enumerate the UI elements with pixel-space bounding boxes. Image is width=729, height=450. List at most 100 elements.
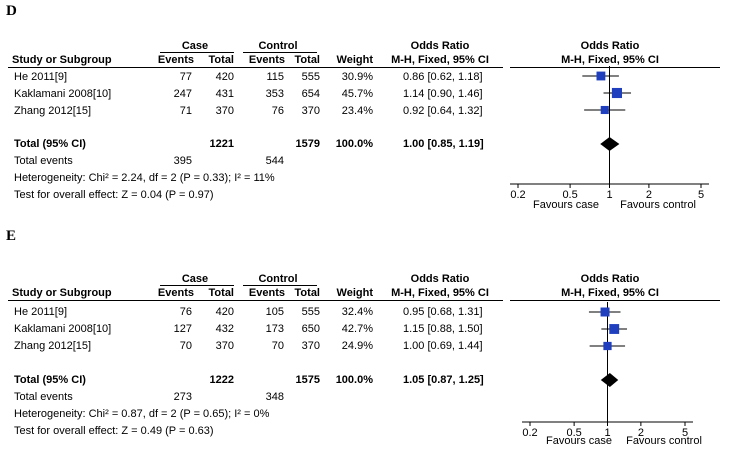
case-events-cell: 127 (173, 323, 192, 335)
x-tick-label: 0.2 (510, 189, 525, 201)
case-total-cell: 431 (215, 88, 234, 100)
total-case-total: 1222 (209, 374, 234, 386)
forest-plot-svg: 0.2 0.5 1 2 5 (522, 302, 693, 439)
total-weight: 100.0% (335, 374, 373, 386)
case-group-header: Case (181, 40, 209, 52)
control-events-cell: 105 (265, 306, 284, 318)
control-total-cell: 650 (301, 323, 320, 335)
x-tick-label: 5 (682, 427, 688, 439)
study-point (596, 71, 606, 81)
total-label: Total (95% CI) (14, 374, 86, 386)
case-total-cell: 420 (215, 306, 234, 318)
plot-group-header: Odds Ratio (580, 40, 640, 52)
plot-group-header: Odds Ratio (580, 273, 640, 285)
pooled-diamond (600, 373, 619, 387)
header-rule (8, 300, 503, 301)
control-total-header: Total (294, 54, 320, 66)
control-events-cell: 115 (266, 71, 284, 83)
case-events-cell: 77 (179, 71, 192, 83)
panel-letter: D (6, 3, 17, 19)
or-ci-cell: 0.92 [0.64, 1.32] (403, 105, 483, 117)
weight-header: Weight (336, 287, 373, 299)
weight-cell: 24.9% (341, 340, 373, 352)
control-total-cell: 555 (301, 306, 320, 318)
total-events-case: 273 (173, 391, 192, 403)
or-ci-cell: 1.14 [0.90, 1.46] (403, 88, 483, 100)
study-point (600, 105, 609, 115)
case-events-cell: 70 (179, 340, 192, 352)
study-point (611, 87, 622, 99)
heterogeneity-text: Heterogeneity: Chi² = 0.87, df = 2 (P = … (14, 408, 270, 420)
case-group-header: Case (181, 273, 209, 285)
case-total-cell: 420 (215, 71, 234, 83)
control-group-header: Control (258, 40, 298, 52)
case-events-cell: 247 (173, 88, 192, 100)
x-tick-label: 0.2 (522, 427, 537, 439)
overall-effect-text: Test for overall effect: Z = 0.04 (P = 0… (14, 189, 214, 201)
control-total-header: Total (294, 287, 320, 299)
plot-header-rule (510, 300, 720, 301)
study-column-header: Study or Subgroup (12, 287, 112, 299)
favours-case-label: Favours case (532, 199, 600, 211)
or-ci-cell: 1.00 [0.69, 1.44] (403, 340, 483, 352)
control-events-header: Events (248, 54, 285, 66)
total-control-total: 1579 (295, 138, 320, 150)
control-events-header: Events (248, 287, 285, 299)
favours-case-label: Favours case (545, 435, 613, 447)
study-name: He 2011[9] (14, 306, 68, 318)
case-total-cell: 370 (215, 340, 234, 352)
favours-control-label: Favours control (620, 199, 696, 211)
total-events-control: 348 (265, 391, 284, 403)
control-events-cell: 353 (265, 88, 284, 100)
forest-plot-panel-d: D Case Control Odds Ratio Odds Ratio Stu… (6, 3, 720, 211)
plot-header-rule (510, 67, 720, 68)
study-name: Kaklamani 2008[10] (14, 323, 112, 335)
weight-cell: 23.4% (341, 105, 373, 117)
case-total-cell: 370 (215, 105, 234, 117)
weight-cell: 42.7% (341, 323, 373, 335)
total-events-label: Total events (14, 391, 73, 403)
heterogeneity-text: Heterogeneity: Chi² = 2.24, df = 2 (P = … (14, 172, 275, 184)
x-tick-label: 2 (646, 189, 652, 201)
or-method-header: M-H, Fixed, 95% CI (391, 54, 489, 66)
case-group-rule (160, 285, 234, 286)
case-total-header: Total (208, 287, 234, 299)
x-tick-label: 1 (604, 427, 610, 439)
case-events-cell: 76 (179, 306, 192, 318)
or-group-header: Odds Ratio (410, 273, 470, 285)
total-or-ci: 1.05 [0.87, 1.25] (403, 374, 484, 386)
or-ci-cell: 1.15 [0.88, 1.50] (403, 323, 483, 335)
or-ci-cell: 0.95 [0.68, 1.31] (403, 306, 483, 318)
total-control-total: 1575 (295, 374, 320, 386)
control-total-cell: 654 (301, 88, 320, 100)
weight-cell: 30.9% (341, 71, 373, 83)
case-events-header: Events (157, 287, 194, 299)
control-total-cell: 370 (301, 105, 320, 117)
x-tick-label: 0.5 (566, 427, 581, 439)
overall-effect-text: Test for overall effect: Z = 0.49 (P = 0… (14, 425, 214, 437)
forest-plot-svg: 0.2 0.5 1 2 5 (510, 66, 709, 201)
or-method-header: M-H, Fixed, 95% CI (391, 287, 489, 299)
pooled-diamond (600, 137, 620, 151)
total-events-control: 544 (265, 155, 284, 167)
control-group-rule (243, 285, 317, 286)
control-total-cell: 555 (301, 71, 320, 83)
study-point (600, 307, 610, 317)
or-group-header: Odds Ratio (410, 40, 470, 52)
x-tick-label: 0.5 (562, 189, 577, 201)
or-ci-cell: 0.86 [0.62, 1.18] (403, 71, 483, 83)
control-events-cell: 70 (271, 340, 284, 352)
study-name: Zhang 2012[15] (14, 340, 92, 352)
control-total-cell: 370 (301, 340, 320, 352)
total-case-total: 1221 (209, 138, 234, 150)
total-or-ci: 1.00 [0.85, 1.19] (403, 138, 484, 150)
case-total-cell: 432 (215, 323, 234, 335)
control-events-cell: 173 (265, 323, 284, 335)
total-events-case: 395 (173, 155, 192, 167)
study-column-header: Study or Subgroup (12, 54, 112, 66)
weight-header: Weight (336, 54, 373, 66)
favours-control-label: Favours control (626, 435, 702, 447)
study-name: He 2011[9] (14, 71, 68, 83)
case-total-header: Total (208, 54, 234, 66)
weight-cell: 32.4% (341, 306, 373, 318)
